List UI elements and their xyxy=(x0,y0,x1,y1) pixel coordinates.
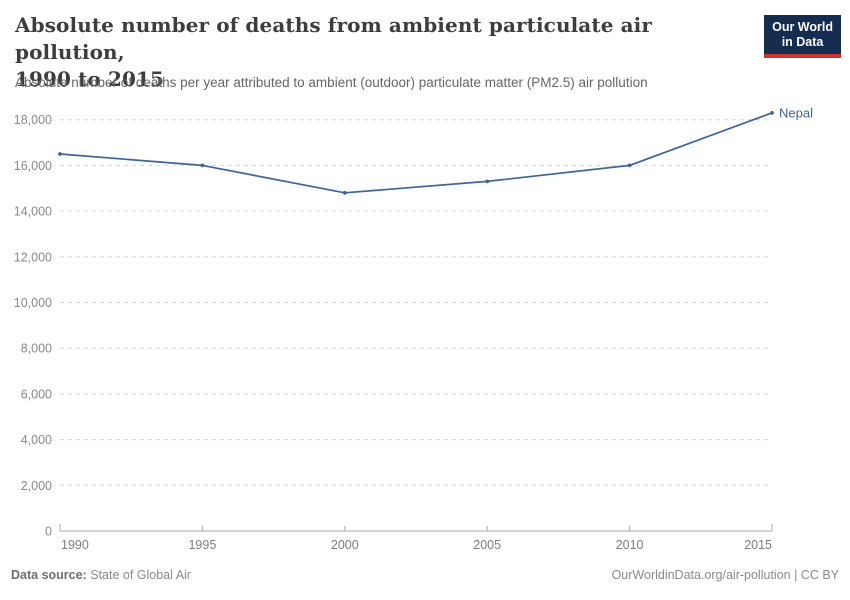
data-point[interactable] xyxy=(770,110,774,115)
data-series-line[interactable] xyxy=(59,111,773,194)
y-axis-tick-label: 16,000 xyxy=(14,159,52,173)
line-chart: 0 2,000 4,000 6,000 8,000 10,000 12,000 14,000 1… xyxy=(0,100,850,555)
owid-logo-line1: Our World xyxy=(772,20,833,34)
page-title-line1: Absolute number of deaths from ambient p… xyxy=(15,13,652,64)
data-point[interactable] xyxy=(485,179,490,184)
y-axis-tick-label: 6,000 xyxy=(21,387,52,401)
y-axis-tick-label: 2,000 xyxy=(21,479,52,493)
y-axis-tick-label: 0 xyxy=(45,525,52,539)
data-source-value: State of Global Air xyxy=(90,568,191,582)
series-end-label: Nepal xyxy=(779,105,813,120)
data-source-label: Data source: xyxy=(11,568,87,582)
x-axis-tick-label: 2010 xyxy=(616,538,644,552)
owid-logo[interactable]: Our World in Data xyxy=(764,15,841,58)
y-axis-tick-label: 4,000 xyxy=(21,433,52,447)
chart-subtitle: Absolute number of deaths per year attri… xyxy=(15,75,648,90)
chart-footer: Data source: State of Global Air OurWorl… xyxy=(11,568,839,582)
data-point[interactable] xyxy=(342,190,347,195)
owid-logo-line2: in Data xyxy=(781,35,824,50)
x-axis-tick-label: 1990 xyxy=(61,538,89,552)
x-axis-tick-label: 2015 xyxy=(744,538,772,552)
x-axis-tick-label: 1995 xyxy=(188,538,216,552)
data-point[interactable] xyxy=(627,163,632,168)
x-axis-tick-label: 2005 xyxy=(473,538,501,552)
y-axis-tick-label: 8,000 xyxy=(21,342,52,356)
y-axis-tick-label: 12,000 xyxy=(14,250,52,264)
y-axis-tick-label: 18,000 xyxy=(14,113,52,127)
page-title: Absolute number of deaths from ambient p… xyxy=(15,12,750,93)
data-point[interactable] xyxy=(58,152,62,156)
x-axis-tick-label: 2000 xyxy=(331,538,359,552)
y-axis-tick-label: 14,000 xyxy=(14,205,52,219)
chart-canvas: 0 2,000 4,000 6,000 8,000 10,000 12,000 14,000 1… xyxy=(14,105,813,552)
y-axis-tick-label: 10,000 xyxy=(14,296,52,310)
data-source: Data source: State of Global Air xyxy=(11,568,191,582)
page-title-line2: 1990 to 2015 xyxy=(15,67,165,91)
credit-link[interactable]: OurWorldinData.org/air-pollution | CC BY xyxy=(611,568,839,582)
data-point[interactable] xyxy=(200,163,205,168)
